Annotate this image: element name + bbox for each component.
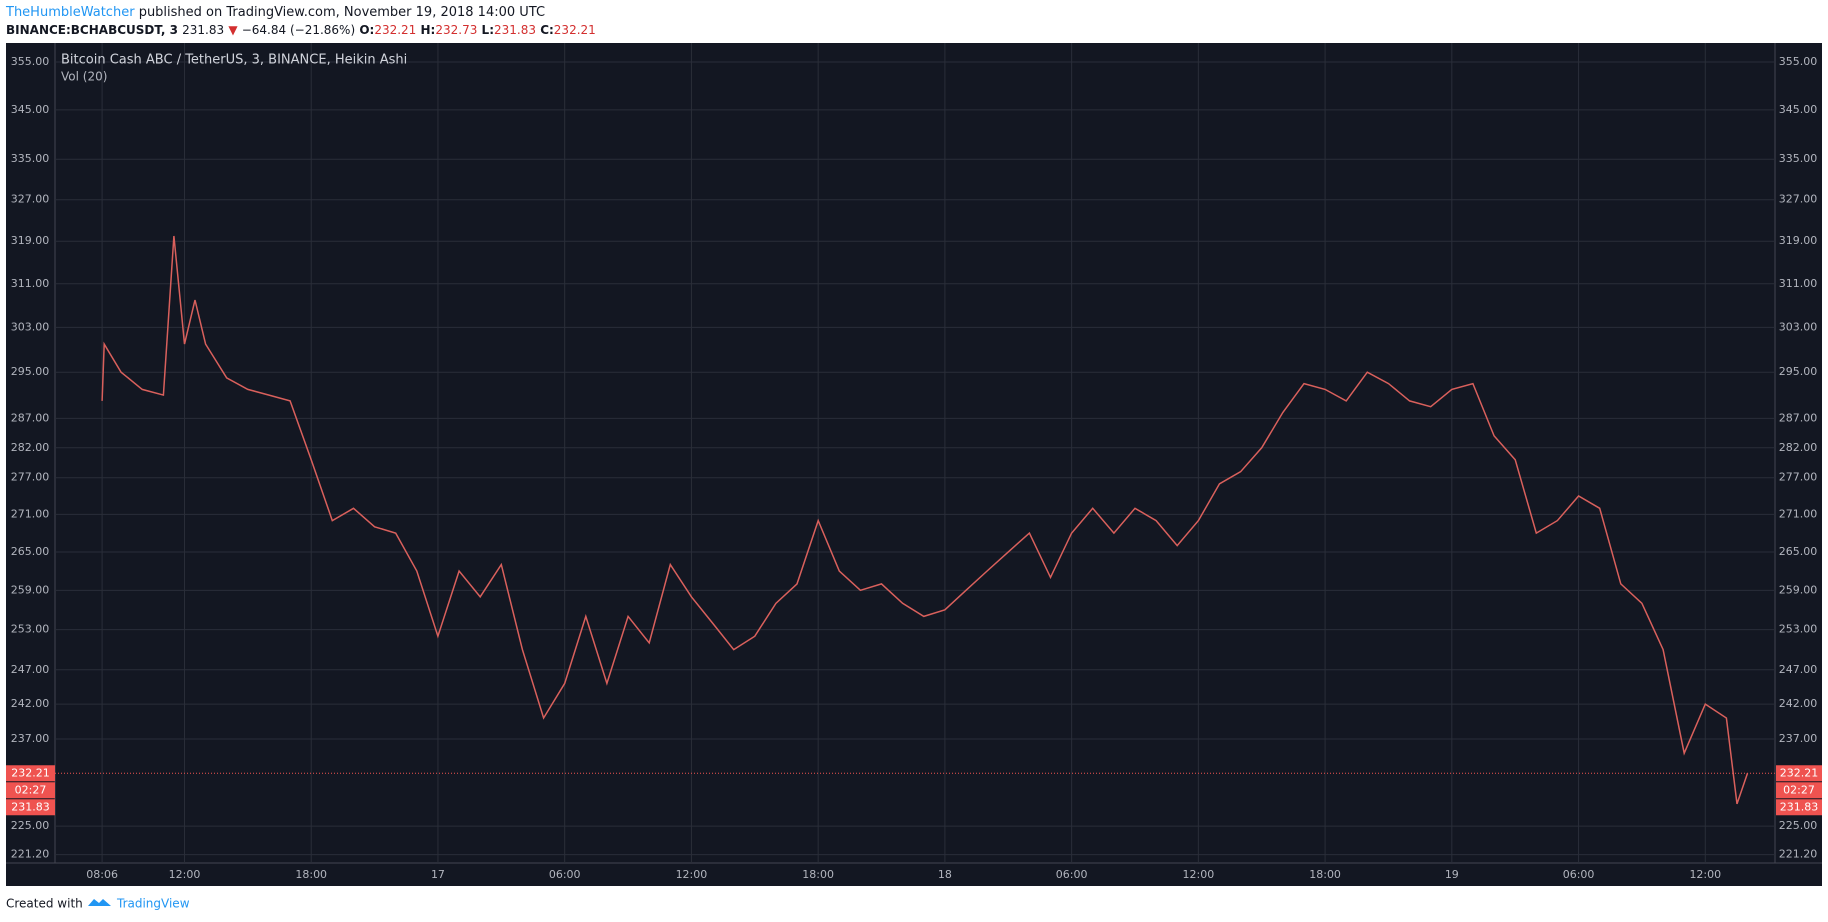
price-line: [101, 235, 1749, 805]
x-tick-label: 18:00: [1309, 868, 1341, 881]
y-tick-label-left: 265.00: [11, 545, 50, 558]
volume-label: Vol (20): [61, 70, 107, 84]
footer-created: Created with: [6, 897, 83, 911]
y-tick-label-left: 287.00: [11, 411, 50, 424]
y-tick-label: 237.00: [1779, 732, 1818, 745]
plot: [55, 43, 1775, 863]
header-line: TheHumbleWatcher published on TradingVie…: [5, 5, 545, 20]
low-price-label: 231.83: [1780, 800, 1819, 813]
y-tick-label-left: 277.00: [11, 471, 50, 484]
y-tick-label: 335.00: [1779, 152, 1818, 165]
price: 231.83: [182, 23, 224, 37]
x-tick-label: 08:06: [86, 868, 118, 881]
chart-title: Bitcoin Cash ABC / TetherUS, 3, BINANCE,…: [61, 53, 407, 68]
y-tick-label: 271.00: [1779, 507, 1818, 520]
y-tick-label-left: 311.00: [11, 277, 50, 290]
countdown-label: 02:27: [1783, 783, 1815, 796]
tv-logo: [88, 899, 111, 906]
y-tick-label: 242.00: [1779, 697, 1818, 710]
y-tick-label-left: 259.00: [11, 583, 50, 596]
y-tick-label-left: 335.00: [11, 152, 50, 165]
y-tick-label: 259.00: [1779, 583, 1818, 596]
low-price-box: [1776, 799, 1822, 816]
last-price-box: [6, 765, 55, 782]
h: 232.73: [435, 23, 477, 37]
published: published on TradingView.com, November 1…: [139, 5, 545, 20]
y-tick-label-left: 225.00: [11, 819, 50, 832]
y-tick-label-left: 327.00: [11, 193, 50, 206]
footer-brand: TradingView: [116, 897, 190, 911]
x-tick-label: 18:00: [295, 868, 327, 881]
quote-line: BINANCE:BCHABCUSDT, 3 231.83 ▼ −64.84 (−…: [6, 23, 596, 37]
y-tick-label-left: 221.20: [11, 848, 50, 861]
last-price-label: 232.21: [1780, 766, 1819, 779]
y-tick-label: 277.00: [1779, 471, 1818, 484]
y-tick-label-left: 247.00: [11, 663, 50, 676]
h-label: H:: [421, 23, 436, 37]
y-tick-label-left: 355.00: [11, 55, 50, 68]
countdown-box: [6, 782, 55, 799]
y-tick-label-left: 282.00: [11, 441, 50, 454]
y-tick-label-left: 295.00: [11, 365, 50, 378]
y-tick-label-left: 237.00: [11, 732, 50, 745]
x-tick-label: 06:00: [1563, 868, 1595, 881]
x-tick-label: 06:00: [1056, 868, 1088, 881]
last-price-box: [1776, 765, 1822, 782]
x-tick-label: 19: [1445, 868, 1459, 881]
y-tick-label: 247.00: [1779, 663, 1818, 676]
symbol: BINANCE:BCHABCUSDT, 3: [6, 23, 178, 37]
x-tick-label: 18: [938, 868, 952, 881]
last-price-label: 232.21: [11, 766, 50, 779]
x-tick-label: 12:00: [1183, 868, 1215, 881]
change: −64.84 (−21.86%): [242, 23, 355, 37]
l: 231.83: [494, 23, 536, 37]
countdown-box: [1776, 782, 1822, 799]
author: TheHumbleWatcher: [5, 5, 135, 20]
low-price-box: [6, 799, 55, 816]
y-tick-label: 225.00: [1779, 819, 1818, 832]
y-tick-label: 295.00: [1779, 365, 1818, 378]
low-price-label: 231.83: [11, 800, 50, 813]
y-tick-label: 327.00: [1779, 193, 1818, 206]
y-tick-label: 319.00: [1779, 234, 1818, 247]
y-tick-label: 265.00: [1779, 545, 1818, 558]
o: 232.21: [374, 23, 416, 37]
o-label: O:: [359, 23, 374, 37]
x-tick-label: 12:00: [676, 868, 708, 881]
y-tick-label: 253.00: [1779, 623, 1818, 636]
x-tick-label: 18:00: [802, 868, 834, 881]
countdown-label: 02:27: [15, 783, 47, 796]
y-tick-label-left: 303.00: [11, 320, 50, 333]
y-tick-label-left: 319.00: [11, 234, 50, 247]
y-tick-label: 287.00: [1779, 411, 1818, 424]
l-label: L:: [482, 23, 494, 37]
x-tick-label: 12:00: [169, 868, 201, 881]
c-label: C:: [540, 23, 554, 37]
y-tick-label-left: 253.00: [11, 623, 50, 636]
x-tick-label: 12:00: [1689, 868, 1721, 881]
y-tick-label: 311.00: [1779, 277, 1818, 290]
y-tick-label-left: 242.00: [11, 697, 50, 710]
y-tick-label: 303.00: [1779, 320, 1818, 333]
chart-panel: [6, 43, 1822, 886]
c: 232.21: [554, 23, 596, 37]
y-tick-label-left: 345.00: [11, 103, 50, 116]
x-tick-label: 06:00: [549, 868, 581, 881]
x-tick-label: 17: [431, 868, 445, 881]
arrow: ▼: [228, 23, 238, 37]
y-tick-label: 282.00: [1779, 441, 1818, 454]
y-tick-label: 355.00: [1779, 55, 1818, 68]
y-tick-label: 221.20: [1779, 848, 1818, 861]
y-tick-label-left: 271.00: [11, 507, 50, 520]
y-tick-label: 345.00: [1779, 103, 1818, 116]
